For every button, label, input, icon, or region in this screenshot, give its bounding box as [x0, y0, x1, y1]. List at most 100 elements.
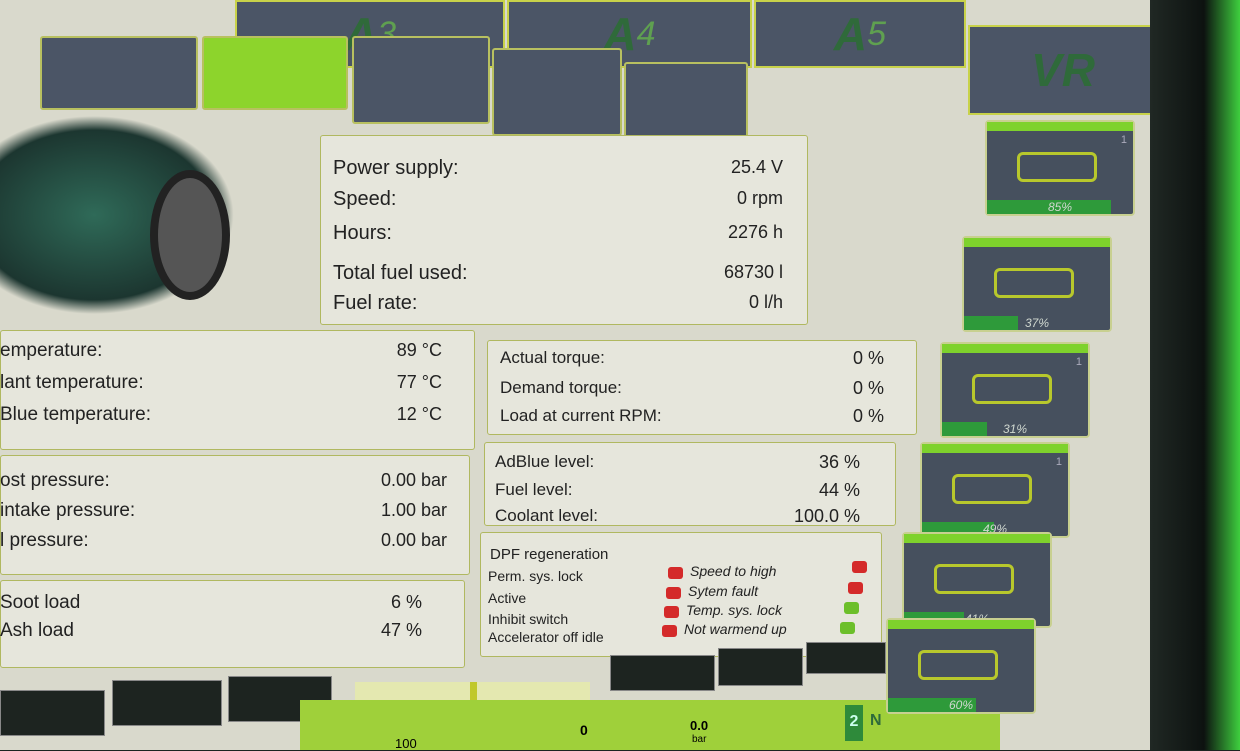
- field-label: DPF regeneration: [490, 546, 609, 563]
- field-value: 0 %: [852, 406, 884, 426]
- field-label: l pressure:: [0, 530, 89, 551]
- status-pressure-unit: bar: [692, 734, 707, 745]
- status-led: [668, 567, 683, 579]
- field-label: Accelerator off idle: [488, 629, 604, 645]
- implement-icon: [994, 268, 1074, 298]
- bottom-function-4[interactable]: [610, 655, 715, 691]
- field-value: 47 %: [380, 620, 422, 640]
- tile-percent: 85%: [1047, 200, 1073, 214]
- status-led: [662, 625, 677, 637]
- field-value: 44 %: [818, 480, 860, 500]
- field-value: 0 %: [852, 348, 884, 368]
- bottom-function-1[interactable]: [0, 690, 105, 736]
- field-label: Power supply:: [333, 157, 459, 179]
- tile-percent: 37%: [1024, 316, 1050, 330]
- field-label: Load at current RPM:: [500, 406, 662, 425]
- hydraulic-function-tile[interactable]: 49% 1: [920, 442, 1070, 538]
- field-label: Fuel level:: [495, 480, 573, 499]
- subtab-axles[interactable]: [492, 48, 622, 136]
- field-label: Active: [488, 590, 527, 606]
- field-value: 0.00 bar: [380, 470, 447, 490]
- status-led: [848, 582, 863, 594]
- tile-percent: 31%: [1002, 422, 1028, 436]
- field-value: 36 %: [818, 452, 860, 472]
- field-label: Inhibit switch: [488, 611, 569, 627]
- field-label: ost pressure:: [0, 470, 110, 491]
- status-led: [852, 561, 867, 573]
- subtab-engine[interactable]: [202, 36, 348, 110]
- field-label: Speed:: [333, 188, 397, 210]
- implement-icon: [918, 650, 998, 680]
- field-label: Ash load: [0, 620, 74, 641]
- status-led: [664, 606, 679, 618]
- status-fuel: 0: [580, 722, 588, 738]
- field-value: 12 °C: [396, 404, 442, 424]
- gear-mode: N: [870, 712, 882, 729]
- status-led: [844, 602, 859, 614]
- tile-level-bar: [964, 316, 1019, 330]
- status-led: [666, 587, 681, 599]
- bottom-function-6[interactable]: [806, 642, 886, 674]
- field-value: 89 °C: [396, 340, 442, 360]
- dpf-status-label: Sytem fault: [688, 583, 759, 599]
- levels-panel: [484, 442, 896, 526]
- subtab-pto[interactable]: [624, 62, 748, 144]
- status-bar: 100 0 0.0 bar 2 N: [300, 700, 1000, 751]
- tile-header: [987, 122, 1133, 131]
- field-value: 1.00 bar: [380, 500, 447, 520]
- field-label: intake pressure:: [0, 500, 136, 521]
- implement-icon: [1017, 152, 1097, 182]
- subtab-transmission[interactable]: [352, 36, 490, 124]
- tile-header: [904, 534, 1050, 543]
- tab-label: VR: [1031, 44, 1095, 96]
- field-value: 0 %: [852, 378, 884, 398]
- field-label: Demand torque:: [500, 378, 622, 397]
- dpf-status-label: Speed to high: [690, 563, 777, 579]
- dpf-status-label: Not warmend up: [684, 621, 787, 637]
- tile-level-bar: [888, 698, 976, 712]
- field-label: lant temperature:: [0, 372, 144, 393]
- tab-label: A: [833, 8, 868, 60]
- hydraulic-function-tile[interactable]: 41%: [902, 532, 1052, 628]
- field-value: 0 l/h: [748, 292, 783, 312]
- field-label: Total fuel used:: [333, 262, 468, 284]
- engine-fan-image: [150, 170, 230, 300]
- engine-info-panel: [320, 135, 808, 325]
- field-value: 0.00 bar: [380, 530, 447, 550]
- field-value: 6 %: [390, 592, 422, 612]
- bezel: [1150, 0, 1240, 750]
- field-label: emperature:: [0, 340, 103, 361]
- field-label: Coolant level:: [495, 506, 599, 525]
- field-label: AdBlue level:: [495, 452, 595, 471]
- hydraulic-function-tile[interactable]: 85% 1: [985, 120, 1135, 216]
- tile-level-bar: [987, 200, 1112, 214]
- implement-icon: [934, 564, 1014, 594]
- tab-vr[interactable]: VR: [968, 25, 1158, 115]
- field-label: Fuel rate:: [333, 292, 418, 314]
- torque-panel: [487, 340, 917, 435]
- implement-icon: [972, 374, 1052, 404]
- tile-header: [964, 238, 1110, 247]
- bottom-function-5[interactable]: [718, 648, 803, 686]
- pressure-panel: [0, 455, 470, 575]
- tile-badge: 1: [1055, 456, 1062, 468]
- hydraulic-function-tile[interactable]: 60%: [886, 618, 1036, 714]
- dpf-panel: [480, 532, 882, 657]
- field-label: Perm. sys. lock: [488, 568, 583, 584]
- tile-badge: 1: [1120, 134, 1127, 146]
- hydraulic-function-tile[interactable]: 37%: [962, 236, 1112, 332]
- field-value: 2276 h: [727, 222, 783, 242]
- tile-header: [888, 620, 1034, 629]
- tile-header: [942, 344, 1088, 353]
- slider-handle[interactable]: [470, 682, 477, 702]
- subtab-implement[interactable]: [40, 36, 198, 110]
- bottom-function-2[interactable]: [112, 680, 222, 726]
- field-value: 25.4 V: [730, 157, 783, 177]
- hydraulic-function-tile[interactable]: 31% 1: [940, 342, 1090, 438]
- field-label: Soot load: [0, 592, 81, 613]
- tab-num: 4: [636, 14, 656, 53]
- tile-percent: 60%: [948, 698, 974, 712]
- tile-badge: 1: [1075, 356, 1082, 368]
